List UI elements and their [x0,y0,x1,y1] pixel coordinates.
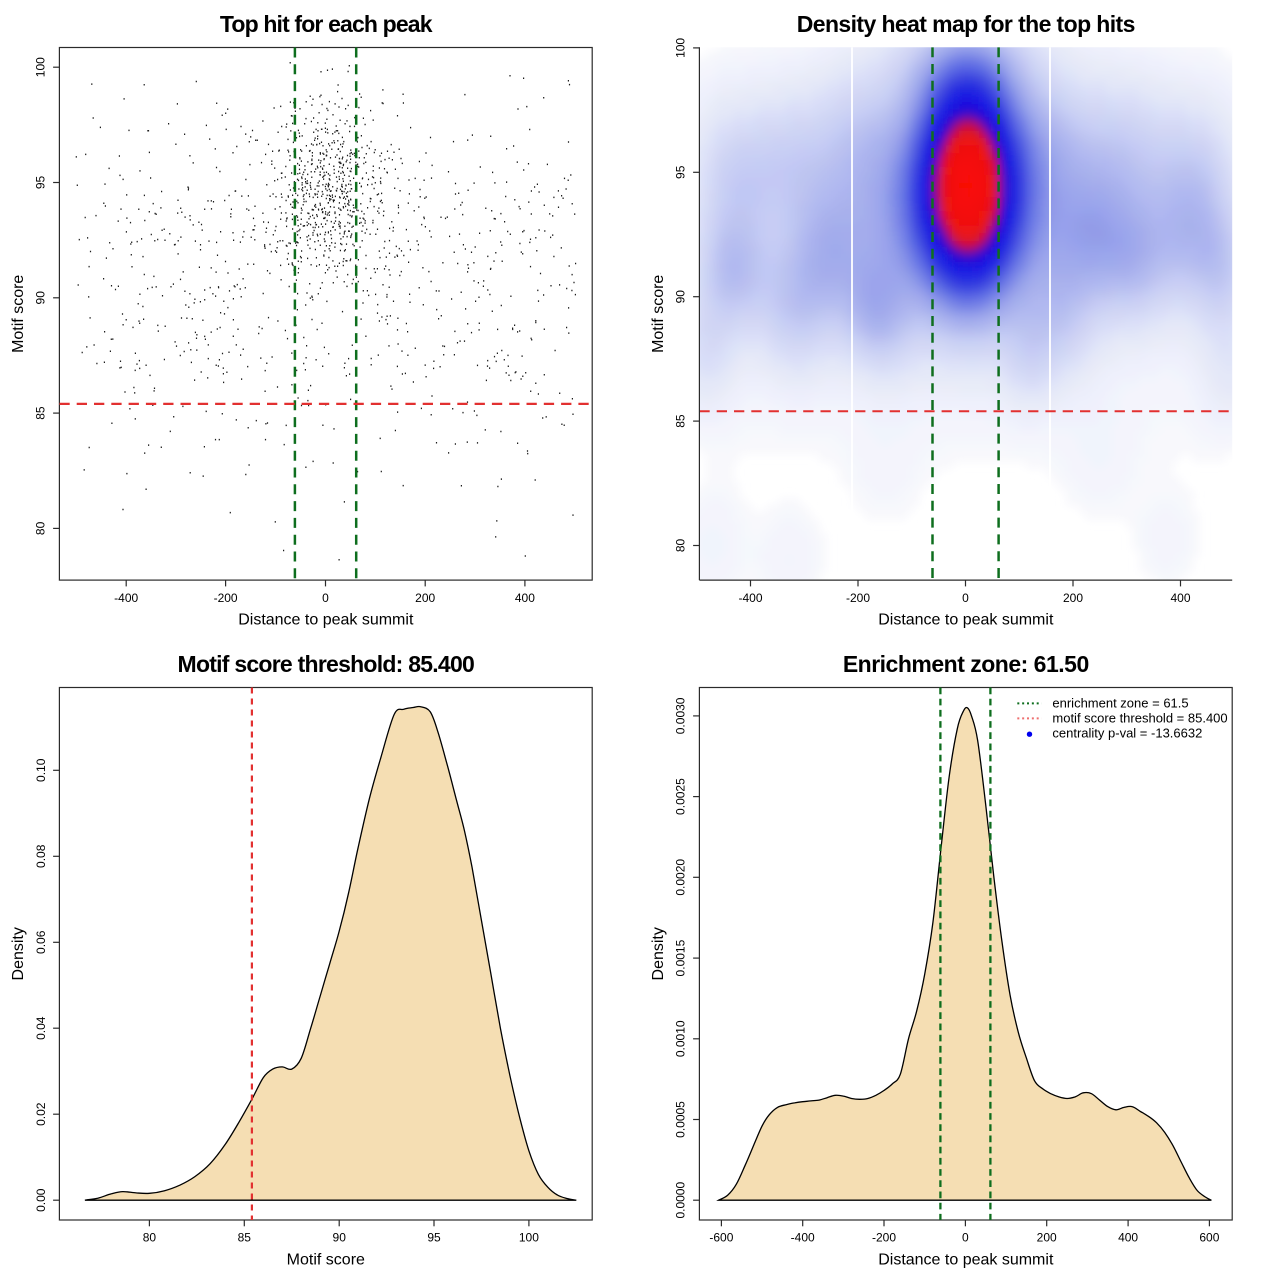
svg-text:400: 400 [515,591,535,605]
svg-text:200: 200 [1063,591,1083,605]
svg-text:0.0030: 0.0030 [674,697,688,734]
svg-text:0.02: 0.02 [34,1102,48,1126]
svg-text:90: 90 [333,1231,347,1245]
svg-text:100: 100 [34,57,48,77]
svg-text:Motif score: Motif score [287,1252,365,1269]
svg-text:Density: Density [650,927,667,980]
svg-text:600: 600 [1199,1231,1219,1245]
svg-text:-200: -200 [214,591,238,605]
svg-text:-400: -400 [738,591,762,605]
svg-text:0: 0 [962,1231,969,1245]
svg-text:85: 85 [238,1231,252,1245]
svg-text:Motif score threshold: 85.400: Motif score threshold: 85.400 [178,651,475,677]
svg-text:95: 95 [674,165,688,179]
svg-text:400: 400 [1118,1231,1138,1245]
svg-text:Top hit for each peak: Top hit for each peak [220,11,433,37]
svg-text:Distance to peak summit: Distance to peak summit [878,612,1054,629]
svg-text:0.0005: 0.0005 [674,1101,688,1138]
svg-text:enrichment zone = 61.5: enrichment zone = 61.5 [1052,696,1188,711]
svg-text:90: 90 [34,291,48,305]
svg-text:0.00: 0.00 [34,1188,48,1212]
svg-text:100: 100 [674,38,688,58]
svg-text:0: 0 [322,591,329,605]
svg-text:200: 200 [1037,1231,1057,1245]
svg-text:0.08: 0.08 [34,844,48,868]
svg-text:0: 0 [962,591,969,605]
svg-text:80: 80 [143,1231,157,1245]
svg-text:95: 95 [427,1231,441,1245]
svg-text:0.0010: 0.0010 [674,1020,688,1057]
svg-text:Distance to peak summit: Distance to peak summit [238,612,414,629]
svg-text:0.0020: 0.0020 [674,859,688,896]
svg-text:0.0000: 0.0000 [674,1182,688,1219]
svg-text:Enrichment zone: 61.50: Enrichment zone: 61.50 [843,651,1089,677]
svg-text:centrality p-val = -13.6632: centrality p-val = -13.6632 [1052,726,1202,741]
svg-text:0.04: 0.04 [34,1016,48,1040]
svg-text:100: 100 [519,1231,539,1245]
svg-text:-400: -400 [791,1231,815,1245]
svg-text:Density heat map for the top h: Density heat map for the top hits [797,11,1135,37]
svg-text:0.0025: 0.0025 [674,778,688,815]
svg-text:Distance to peak summit: Distance to peak summit [878,1252,1054,1269]
svg-text:-200: -200 [872,1231,896,1245]
svg-text:80: 80 [34,521,48,535]
svg-text:-400: -400 [114,591,138,605]
svg-text:200: 200 [415,591,435,605]
svg-text:80: 80 [674,539,688,553]
svg-text:Motif score: Motif score [650,275,667,353]
svg-text:Motif score: Motif score [10,275,27,353]
svg-text:400: 400 [1170,591,1190,605]
svg-text:85: 85 [34,406,48,420]
svg-text:0.0015: 0.0015 [674,939,688,976]
svg-text:0.06: 0.06 [34,930,48,954]
svg-text:95: 95 [34,176,48,190]
svg-text:90: 90 [674,290,688,304]
svg-text:motif score threshold = 85.400: motif score threshold = 85.400 [1052,711,1227,726]
svg-text:85: 85 [674,414,688,428]
svg-text:Density: Density [10,927,27,980]
svg-text:-200: -200 [846,591,870,605]
svg-text:-600: -600 [709,1231,733,1245]
svg-text:0.10: 0.10 [34,758,48,782]
